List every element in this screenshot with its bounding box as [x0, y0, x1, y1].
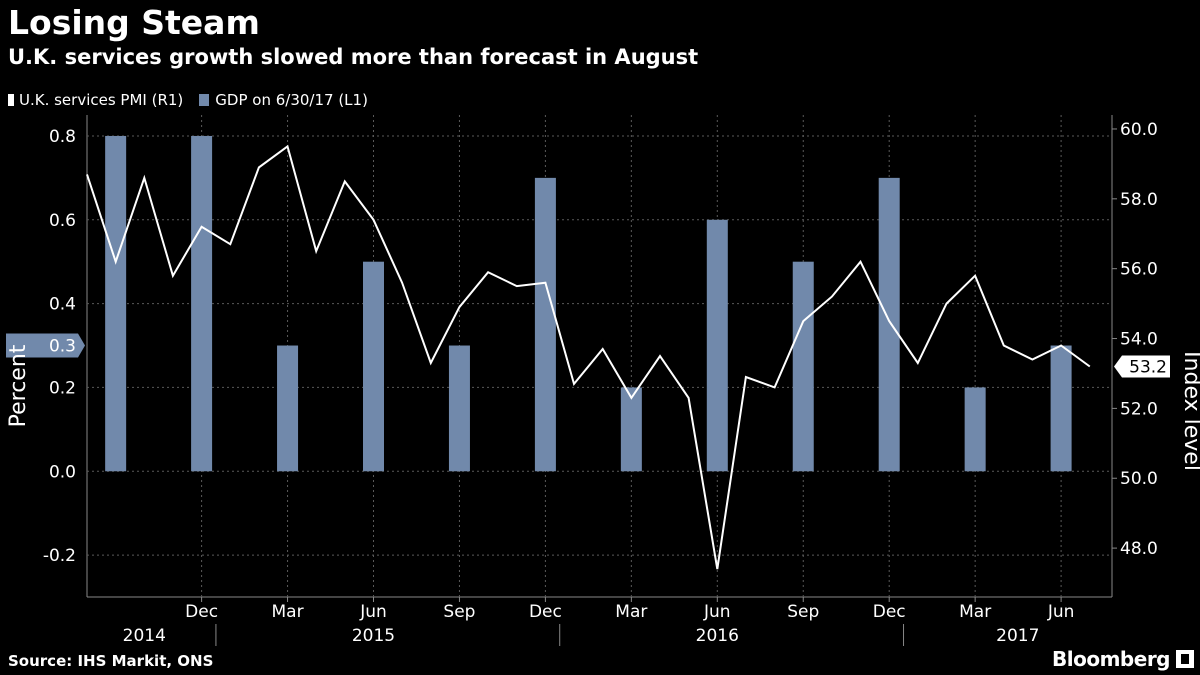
gdp-bar — [706, 219, 728, 472]
pmi-line — [86, 144, 1091, 570]
legend-item-pmi: U.K. services PMI (R1) — [8, 91, 183, 109]
gdp-bar — [964, 387, 986, 472]
left-tick-label: 0.0 — [49, 462, 76, 482]
right-current-value-label: 53.2 — [1129, 357, 1167, 377]
right-tick-label: 58.0 — [1120, 190, 1158, 210]
x-year-label: 2016 — [696, 626, 739, 646]
legend: U.K. services PMI (R1) GDP on 6/30/17 (L… — [8, 91, 384, 109]
legend-item-gdp: GDP on 6/30/17 (L1) — [199, 91, 368, 109]
x-tick-label: Jun — [359, 602, 387, 622]
right-current-value-tag — [1114, 355, 1170, 378]
x-tick-label: Dec — [529, 602, 562, 622]
left-tick-label: -0.2 — [43, 546, 76, 566]
gdp-bar — [1050, 345, 1072, 472]
chart-subtitle: U.K. services growth slowed more than fo… — [8, 45, 699, 69]
x-tick-label: Dec — [185, 602, 218, 622]
chart-title: Losing Steam — [8, 3, 260, 42]
legend-label-pmi: U.K. services PMI (R1) — [19, 91, 184, 109]
right-tick-label: 48.0 — [1120, 539, 1158, 559]
x-tick-label: Sep — [443, 602, 475, 622]
legend-swatch-gdp — [199, 94, 210, 106]
x-year-label: 2015 — [352, 626, 395, 646]
left-tick-label: 0.8 — [49, 127, 76, 147]
left-tick-label: 0.6 — [49, 211, 76, 231]
x-tick-label: Mar — [272, 602, 304, 622]
left-tick-label: 0.2 — [49, 378, 76, 398]
gdp-bar — [620, 387, 642, 472]
right-tick-label: 54.0 — [1120, 330, 1158, 350]
x-tick-label: Dec — [873, 602, 906, 622]
x-tick-label: Mar — [615, 602, 647, 622]
source-note: Source: IHS Markit, ONS — [8, 652, 214, 670]
gdp-bar — [105, 135, 127, 472]
gdp-bar — [534, 177, 556, 472]
legend-label-gdp: GDP on 6/30/17 (L1) — [215, 91, 368, 109]
x-year-label: 2017 — [996, 626, 1039, 646]
x-tick-label: Mar — [959, 602, 991, 622]
left-current-value-label: 0.3 — [49, 337, 76, 357]
left-current-value-tag — [6, 333, 85, 358]
x-tick-label: Sep — [787, 602, 819, 622]
gdp-bar — [277, 345, 299, 472]
right-tick-label: 50.0 — [1120, 469, 1158, 489]
left-axis-title: Percent — [6, 344, 31, 427]
x-year-label: 2014 — [123, 626, 166, 646]
x-tick-label: Jun — [703, 602, 731, 622]
gdp-bar — [448, 345, 470, 472]
right-tick-label: 56.0 — [1120, 260, 1158, 280]
right-axis-title: Index level — [1179, 351, 1200, 471]
left-tick-label: 0.4 — [49, 295, 76, 315]
right-tick-label: 52.0 — [1120, 399, 1158, 419]
bloomberg-terminal-icon — [1176, 650, 1194, 668]
gdp-bar — [792, 261, 814, 472]
right-tick-label: 60.0 — [1120, 120, 1158, 140]
brand-logo: Bloomberg — [1052, 647, 1170, 671]
x-tick-label: Jun — [1047, 602, 1075, 622]
gdp-bar — [878, 177, 900, 472]
gdp-bar — [191, 135, 213, 472]
legend-swatch-pmi — [8, 94, 14, 106]
gdp-bar — [363, 261, 384, 472]
